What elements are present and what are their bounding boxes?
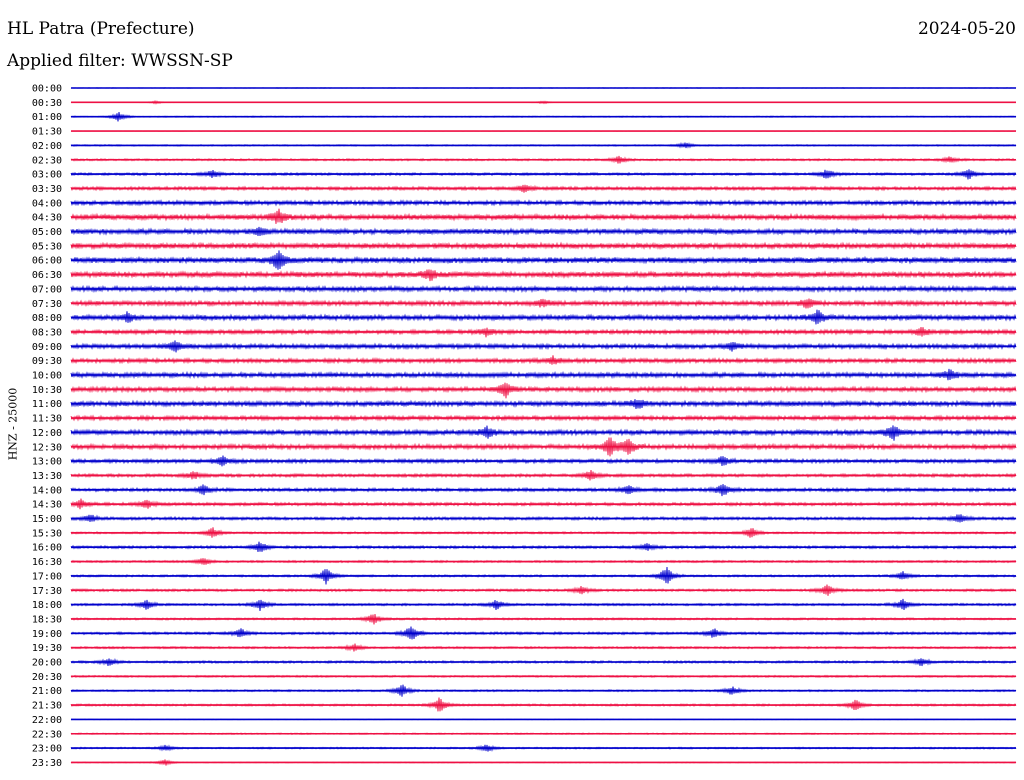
trace-row xyxy=(70,340,1017,353)
trace-row xyxy=(70,732,1017,736)
row-label: 20:30 xyxy=(32,672,62,683)
row-label: 05:00 xyxy=(32,227,62,238)
row-label: 12:00 xyxy=(32,428,62,439)
trace-row xyxy=(70,309,1017,325)
row-label: 01:30 xyxy=(32,127,62,138)
trace-row xyxy=(70,142,1017,149)
row-label: 02:00 xyxy=(32,141,62,152)
trace-row xyxy=(70,614,1017,625)
row-label: 11:30 xyxy=(32,414,62,425)
trace-row xyxy=(70,226,1017,237)
trace-row xyxy=(70,425,1017,441)
row-label: 03:30 xyxy=(32,184,62,195)
trace-row xyxy=(70,697,1017,712)
trace-row xyxy=(70,284,1017,294)
trace-row xyxy=(70,250,1017,270)
row-label: 17:00 xyxy=(32,571,62,582)
trace-row xyxy=(70,684,1017,697)
trace-row xyxy=(70,326,1017,338)
row-label: 09:30 xyxy=(32,356,62,367)
trace-row xyxy=(70,658,1017,667)
row-label: 21:30 xyxy=(32,701,62,712)
row-label: 11:00 xyxy=(32,399,62,410)
filter-label: Applied filter: WWSSN-SP xyxy=(7,51,233,71)
trace-row xyxy=(70,498,1017,510)
row-label: 14:30 xyxy=(32,500,62,511)
trace-row xyxy=(70,269,1017,282)
row-label: 00:00 xyxy=(32,84,62,95)
row-label: 10:30 xyxy=(32,385,62,396)
trace-row xyxy=(70,155,1017,164)
trace-row xyxy=(70,484,1017,497)
row-label: 08:00 xyxy=(32,313,62,324)
row-label: 23:30 xyxy=(32,758,62,769)
trace-row xyxy=(70,674,1017,679)
row-label: 22:30 xyxy=(32,729,62,740)
row-label: 06:30 xyxy=(32,270,62,281)
row-label: 20:00 xyxy=(32,658,62,669)
trace-row xyxy=(70,527,1017,538)
row-label: 04:00 xyxy=(32,198,62,209)
row-label: 07:00 xyxy=(32,284,62,295)
row-label: 00:30 xyxy=(32,98,62,109)
trace-row xyxy=(70,355,1017,365)
trace-row xyxy=(70,208,1017,224)
row-label: 10:00 xyxy=(32,371,62,382)
row-label: 21:00 xyxy=(32,686,62,697)
trace-row xyxy=(70,744,1017,752)
trace-row xyxy=(70,184,1017,193)
trace-row xyxy=(70,199,1017,207)
row-label: 06:00 xyxy=(32,256,62,267)
row-label: 03:00 xyxy=(32,170,62,181)
row-label: 13:30 xyxy=(32,471,62,482)
row-label: 02:30 xyxy=(32,155,62,166)
trace-row xyxy=(70,558,1017,565)
row-label: 07:30 xyxy=(32,299,62,310)
row-label: 04:30 xyxy=(32,213,62,224)
trace-row xyxy=(70,584,1017,596)
trace-row xyxy=(70,566,1017,585)
trace-row xyxy=(70,414,1017,422)
row-label: 15:00 xyxy=(32,514,62,525)
trace-row xyxy=(70,437,1017,457)
row-label: 05:30 xyxy=(32,241,62,252)
trace-row xyxy=(70,541,1017,553)
row-label: 18:00 xyxy=(32,600,62,611)
trace-row xyxy=(70,470,1017,481)
trace-row xyxy=(70,643,1017,652)
row-label: 08:30 xyxy=(32,327,62,338)
trace-row xyxy=(70,241,1017,251)
trace-row xyxy=(70,718,1017,721)
trace-row xyxy=(70,87,1017,89)
trace-row xyxy=(70,514,1017,523)
row-label: 16:00 xyxy=(32,543,62,554)
row-label: 16:30 xyxy=(32,557,62,568)
trace-row xyxy=(70,99,1017,105)
row-label: 19:00 xyxy=(32,629,62,640)
trace-row xyxy=(70,169,1017,180)
row-label: 17:30 xyxy=(32,586,62,597)
date-label: 2024-05-20 xyxy=(917,19,1016,39)
row-label: 23:00 xyxy=(32,744,62,755)
trace-row xyxy=(70,112,1017,122)
row-label: 01:00 xyxy=(32,112,62,123)
row-label: 18:30 xyxy=(32,614,62,625)
trace-row xyxy=(70,382,1017,399)
trace-row xyxy=(70,399,1017,409)
trace-row xyxy=(70,298,1017,309)
trace-row xyxy=(70,759,1017,766)
trace-row xyxy=(70,455,1017,467)
trace-row xyxy=(70,626,1017,640)
row-label: 12:30 xyxy=(32,442,62,453)
row-label: 19:30 xyxy=(32,643,62,654)
station-title: HL Patra (Prefecture) xyxy=(7,19,195,39)
trace-row xyxy=(70,368,1017,381)
row-label: 15:30 xyxy=(32,528,62,539)
row-label: 13:00 xyxy=(32,457,62,468)
row-label: 14:00 xyxy=(32,485,62,496)
row-label: 22:00 xyxy=(32,715,62,726)
trace-row xyxy=(70,598,1017,611)
row-label: 09:00 xyxy=(32,342,62,353)
